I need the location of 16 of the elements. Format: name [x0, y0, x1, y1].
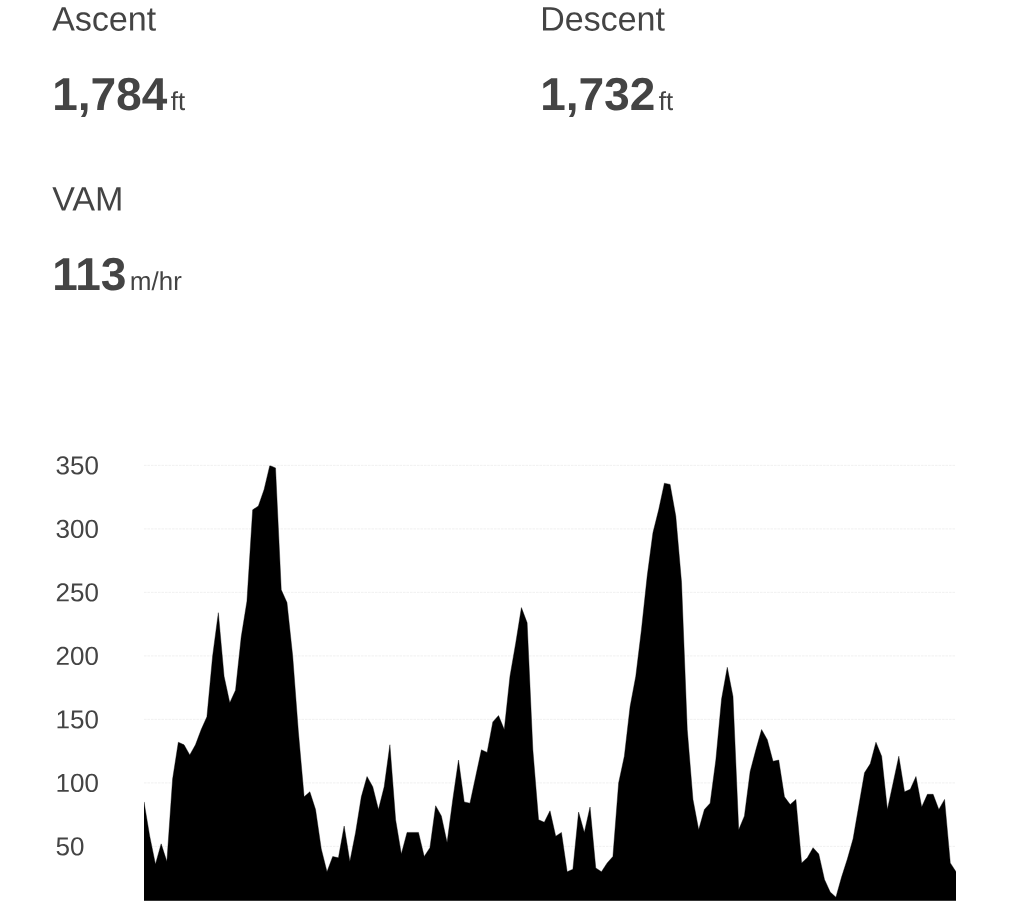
text: Descent [543, 7, 665, 31]
y-tick-label: 300 [56, 519, 98, 539]
text: VAM [52, 187, 121, 211]
y-tick-label: 100 [57, 773, 98, 793]
text: 113 [55, 257, 125, 291]
y-tick-label: 350 [56, 456, 98, 475]
text: 1,732 [543, 77, 654, 118]
text: 1,784 [55, 77, 168, 118]
y-tick-label: 150 [57, 710, 98, 729]
y-tick-label: 50 [56, 837, 84, 856]
text: m/hr [131, 271, 182, 291]
text: ft [659, 91, 673, 111]
text: ft [171, 91, 185, 111]
y-tick-label: 200 [56, 646, 98, 666]
y-tick-label: 250 [56, 583, 98, 602]
text: Ascent [52, 7, 156, 31]
